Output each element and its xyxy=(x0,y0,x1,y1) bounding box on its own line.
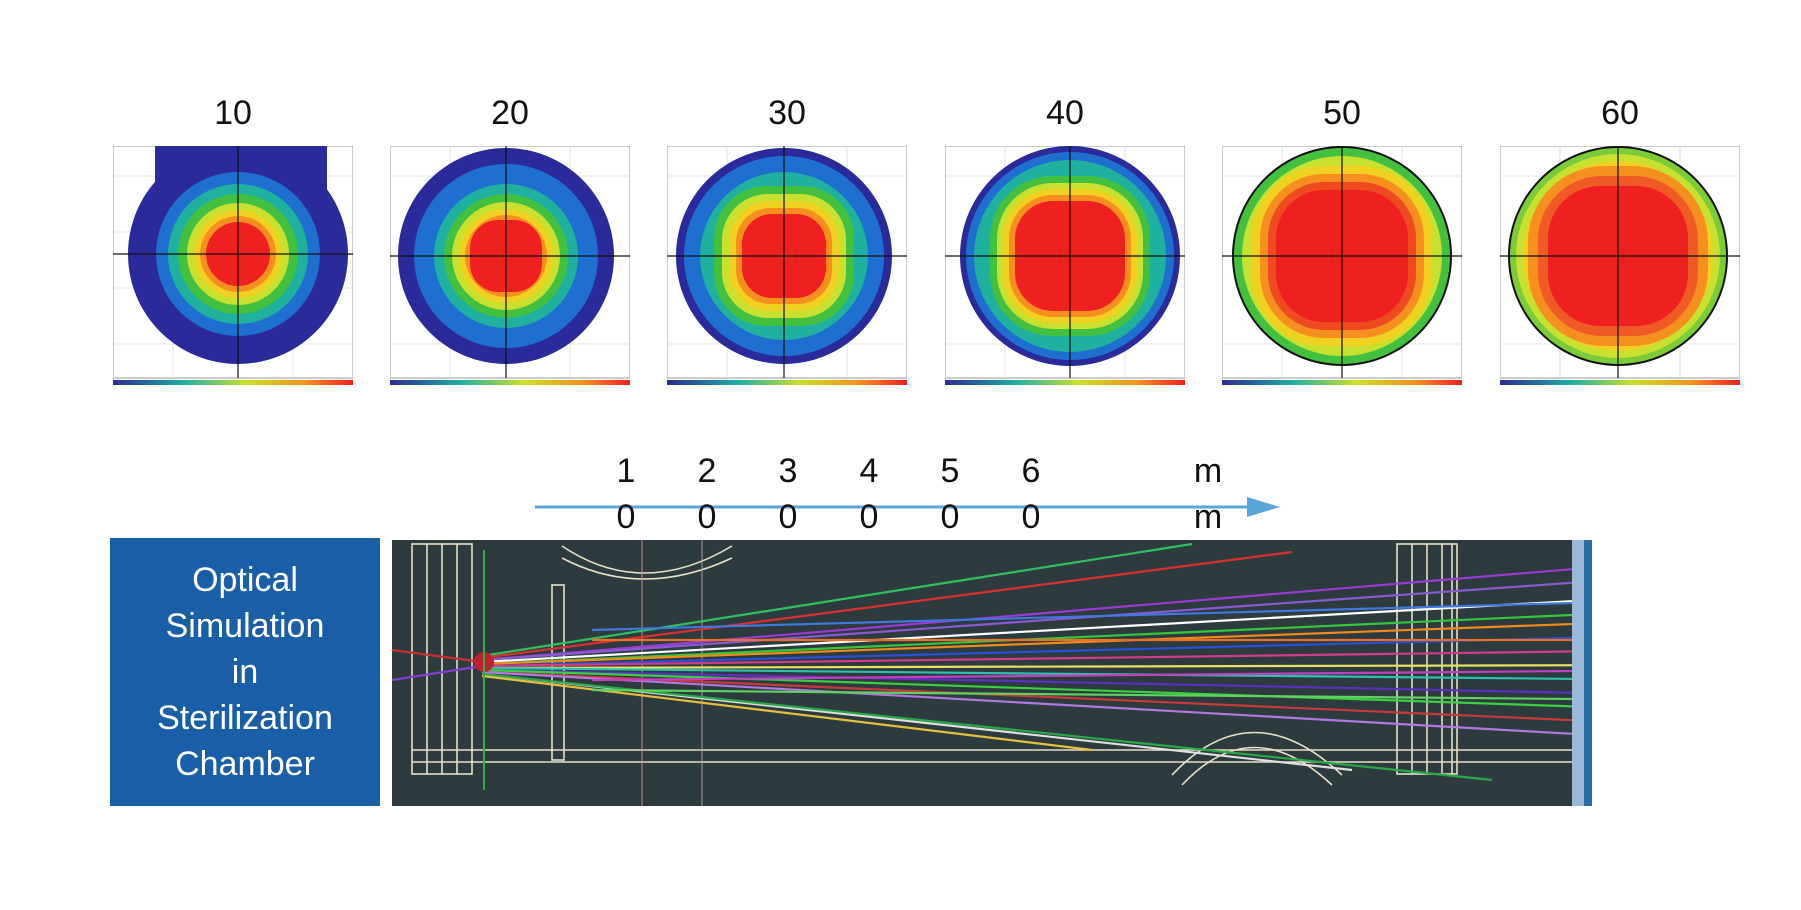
axis-digit-top-4: 4 xyxy=(859,452,879,490)
axis-unit-bottom: m xyxy=(1193,498,1223,536)
axis-digit-bottom-5: 0 xyxy=(940,498,960,536)
irradiance-map-50 xyxy=(1222,146,1462,385)
axis-digit-bottom-4: 0 xyxy=(859,498,879,536)
distance-label-50: 50 xyxy=(1323,94,1361,132)
axis-digit-top-6: 6 xyxy=(1021,452,1041,490)
irradiance-map-60 xyxy=(1500,146,1740,385)
light-rays xyxy=(392,542,1683,782)
axis-digit-bottom-2: 0 xyxy=(697,498,717,536)
irradiance-map-20 xyxy=(390,146,630,385)
distance-label-40: 40 xyxy=(1046,94,1084,132)
irradiance-map-40 xyxy=(945,146,1185,385)
distance-label-10: 10 xyxy=(214,94,252,132)
axis-digit-top-2: 2 xyxy=(697,452,717,490)
distance-label-30: 30 xyxy=(768,94,806,132)
axis-digit-top-5: 5 xyxy=(940,452,960,490)
axis-digit-top-3: 3 xyxy=(778,452,798,490)
axis-digit-bottom-1: 0 xyxy=(616,498,636,536)
axis-digit-bottom-3: 0 xyxy=(778,498,798,536)
distance-label-60: 60 xyxy=(1601,94,1639,132)
axis-unit-top: m xyxy=(1193,452,1223,490)
axis-digit-top-1: 1 xyxy=(616,452,636,490)
caption-text: Optical Simulation in Sterilization Cham… xyxy=(157,561,333,783)
distance-arrow xyxy=(535,497,1280,517)
caption-box: Optical Simulation in Sterilization Cham… xyxy=(110,538,380,806)
ray-trace-simulation xyxy=(392,540,1702,806)
distance-label-20: 20 xyxy=(491,94,529,132)
axis-digit-bottom-6: 0 xyxy=(1021,498,1041,536)
irradiance-map-10 xyxy=(113,146,353,385)
irradiance-map-30 xyxy=(667,146,907,385)
